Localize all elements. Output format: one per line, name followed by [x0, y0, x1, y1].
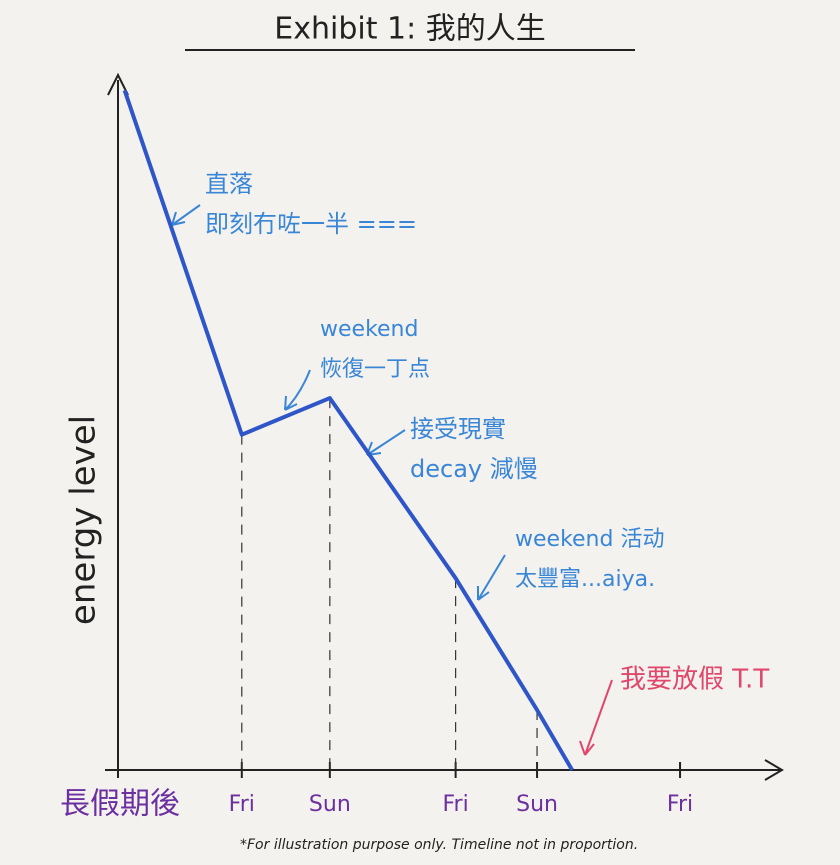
annotation-arrow [579, 679, 613, 756]
annotation: 接受現實 [410, 415, 506, 443]
annotation-arrow [366, 429, 406, 456]
annotation-arrow [284, 369, 311, 411]
annotation: 太豐富...aiya. [515, 567, 655, 592]
annotation: weekend [320, 317, 418, 342]
x-tick-label: Fri [667, 792, 693, 817]
x-tick-label: Fri [229, 792, 255, 817]
data-line [122, 89, 574, 772]
annotation: weekend 活动 [515, 527, 664, 552]
annotation-arrow [477, 554, 506, 601]
footnote: *For illustration purpose only. Timeline… [240, 837, 638, 853]
x-axis-arrow [764, 759, 784, 781]
annotation: 恢復一丁点 [320, 357, 430, 382]
annotation-arrow [171, 204, 201, 226]
y-axis-label: energy level [64, 415, 104, 625]
x-tick-label: 長假期後 [60, 787, 180, 822]
x-tick-label: Sun [516, 792, 558, 817]
y-axis-arrow [107, 72, 129, 96]
x-tick-label: Sun [309, 792, 351, 817]
annotation: decay 減慢 [410, 455, 538, 483]
annotation: 我要放假 T.T [620, 665, 769, 695]
annotation: 即刻冇咗一半 === [205, 210, 417, 238]
annotation-arrows [171, 204, 613, 756]
x-tick-label: Fri [443, 792, 469, 817]
annotation: 直落 [205, 170, 253, 198]
chart-title: Exhibit 1: 我的人生 [274, 12, 545, 47]
